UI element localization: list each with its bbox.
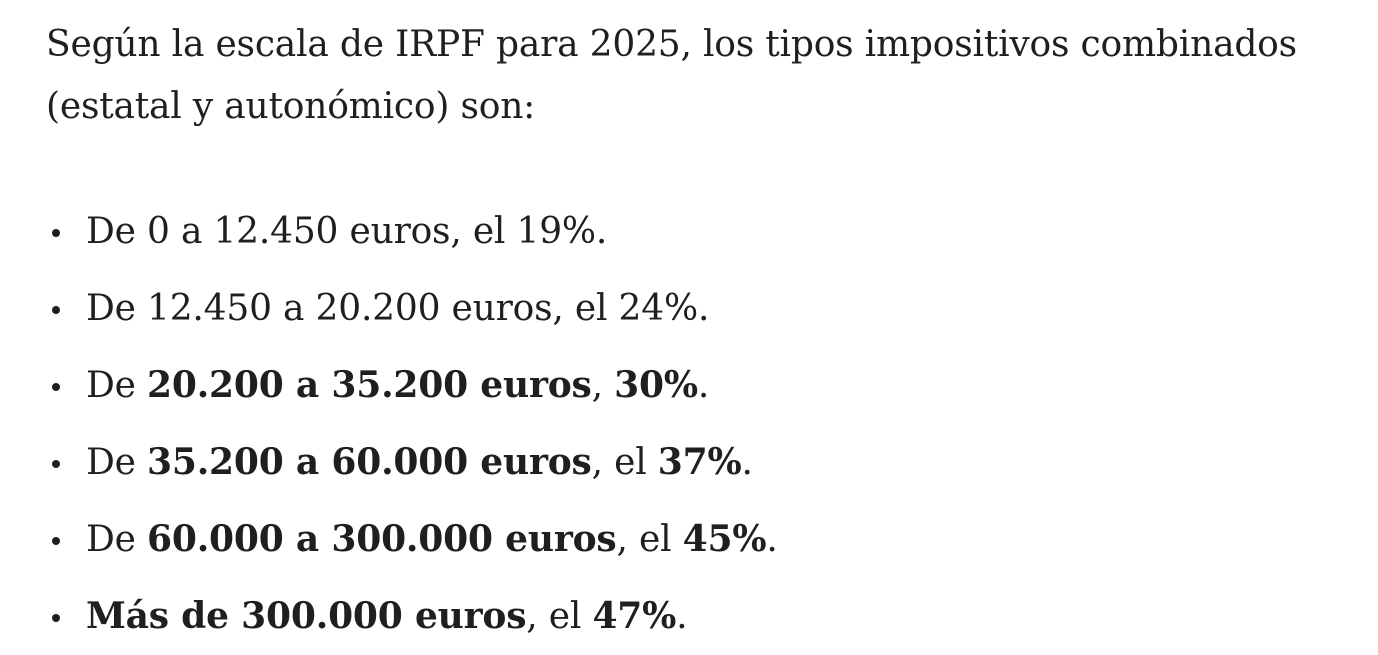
list-item: De 12.450 a 20.200 euros, el 24%. <box>46 270 1356 347</box>
rate-end: . <box>676 596 688 637</box>
rate-percent: 24% <box>618 288 699 329</box>
rate-end: . <box>595 211 608 252</box>
list-item: De 60.000 a 300.000 euros, el 45%. <box>46 501 1356 578</box>
rate-connector: , <box>591 365 615 406</box>
bullet-icon <box>52 229 60 237</box>
bullet-icon <box>52 383 60 391</box>
rate-end: . <box>697 288 710 329</box>
bullet-icon <box>52 306 60 314</box>
rate-percent: 30% <box>614 364 698 406</box>
list-item: De 20.200 a 35.200 euros, 30%. <box>46 347 1356 424</box>
tax-rate-list: De 0 a 12.450 euros, el 19%. De 12.450 a… <box>46 193 1356 655</box>
article-body: Según la escala de IRPF para 2025, los t… <box>46 14 1356 655</box>
rate-range: 0 a 12.450 euros <box>147 211 451 252</box>
rate-percent: 37% <box>657 441 742 483</box>
rate-percent: 47% <box>592 595 677 637</box>
rate-prefix: De <box>86 288 148 329</box>
rate-connector: , el <box>552 288 619 329</box>
list-item: Más de 300.000 euros, el 47%. <box>46 578 1356 655</box>
rate-range: Más de 300.000 euros <box>86 595 527 637</box>
intro-line-1: Según la escala de IRPF para 2025, los t… <box>46 24 1297 65</box>
bullet-icon <box>52 614 60 622</box>
rate-connector: , el <box>591 442 658 483</box>
rate-prefix: De <box>86 442 148 483</box>
rate-connector: , el <box>450 211 517 252</box>
bullet-icon <box>52 460 60 468</box>
rate-prefix: De <box>86 211 148 252</box>
rate-range: 12.450 a 20.200 euros <box>147 288 553 329</box>
rate-end: . <box>741 442 753 483</box>
rate-range: 20.200 a 35.200 euros <box>147 364 592 406</box>
rate-range: 60.000 a 300.000 euros <box>147 518 617 560</box>
rate-prefix: De <box>86 365 148 406</box>
rate-percent: 45% <box>682 518 767 560</box>
rate-end: . <box>766 519 778 560</box>
rate-percent: 19% <box>516 211 596 252</box>
intro-paragraph: Según la escala de IRPF para 2025, los t… <box>46 14 1356 138</box>
bullet-icon <box>52 537 60 545</box>
intro-line-2: (estatal y autonómico) son: <box>46 86 536 127</box>
list-item: De 35.200 a 60.000 euros, el 37%. <box>46 424 1356 501</box>
rate-range: 35.200 a 60.000 euros <box>147 441 592 483</box>
rate-prefix: De <box>86 519 148 560</box>
rate-connector: , el <box>616 519 683 560</box>
list-item: De 0 a 12.450 euros, el 19%. <box>46 193 1356 270</box>
rate-end: . <box>697 365 710 406</box>
rate-connector: , el <box>526 596 593 637</box>
